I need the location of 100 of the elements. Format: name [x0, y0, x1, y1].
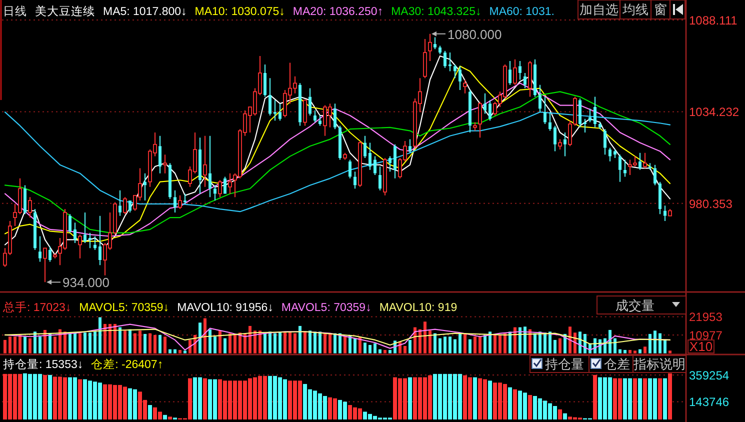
bar [14, 336, 16, 354]
bar [498, 334, 502, 354]
text: 美大豆连续 [35, 4, 95, 18]
bar [668, 373, 672, 420]
candlestick [163, 154, 167, 174]
candlestick [618, 154, 622, 182]
text: MA30: 1043.325↓ [391, 6, 482, 18]
candlestick [554, 125, 556, 152]
candlestick [534, 58, 536, 98]
bar [168, 349, 172, 354]
bar [4, 340, 6, 354]
y-tick-label: 980.353 [689, 196, 733, 211]
bar [178, 350, 182, 354]
bar [8, 336, 12, 354]
y-tick-label: 143746 [689, 395, 730, 410]
candlestick [348, 159, 352, 179]
candlestick [118, 190, 122, 216]
bar [534, 333, 536, 354]
bar [324, 333, 326, 354]
bar [513, 389, 517, 420]
bar [148, 333, 152, 354]
candlestick [264, 64, 266, 98]
bar [634, 350, 636, 354]
bar [514, 327, 516, 354]
candlestick [48, 246, 52, 262]
bar [268, 332, 272, 354]
bar [158, 334, 162, 354]
bar [154, 334, 156, 354]
bar [264, 333, 266, 354]
annotation: 仓差: -26407↑ [91, 358, 164, 371]
bar [328, 333, 332, 354]
candlestick [208, 135, 212, 198]
series-label: 总手: 17023↓ [2, 300, 72, 314]
bar [374, 343, 376, 354]
bar [288, 332, 292, 354]
bar [364, 342, 366, 354]
bar [274, 333, 276, 354]
bar [658, 378, 662, 420]
text: MA5: 1017.800↓ [103, 6, 187, 18]
candlestick [648, 162, 652, 170]
candlestick [168, 162, 172, 200]
bar [424, 322, 426, 354]
bar [504, 333, 506, 354]
bar [98, 317, 102, 354]
bar [448, 336, 452, 354]
bar [563, 413, 567, 420]
bar [518, 327, 522, 354]
series-label: 持仓量: 15353↓ [3, 358, 84, 371]
bar [458, 332, 462, 354]
annotation: MAVOL5: 70359↓ [79, 302, 170, 314]
bar [434, 333, 436, 354]
bar [203, 378, 207, 420]
candlestick [34, 208, 36, 250]
line-series [4, 328, 671, 346]
bar [244, 334, 246, 354]
bar [633, 378, 637, 420]
bar [214, 336, 216, 354]
candlestick [604, 128, 606, 156]
candlestick [408, 138, 412, 154]
bar [94, 332, 96, 354]
candlestick [98, 215, 102, 266]
text: 日线 [3, 5, 27, 18]
bar [488, 332, 492, 354]
candlestick [524, 72, 526, 89]
y-tick-label: 21953 [689, 310, 723, 324]
bar [468, 339, 472, 354]
bar [184, 350, 186, 354]
bar [104, 324, 106, 354]
bar [18, 334, 22, 354]
candlestick [508, 60, 512, 86]
bar [428, 330, 432, 354]
bar [198, 322, 202, 354]
candlestick [564, 132, 566, 157]
bar [38, 336, 42, 354]
bar [478, 336, 482, 354]
bar [618, 349, 622, 354]
candlestick [68, 214, 72, 234]
annotation: 仓差 [604, 356, 630, 372]
candlestick [88, 232, 92, 249]
candlestick [428, 33, 432, 62]
annotation: 934.000 [62, 275, 110, 290]
bar [308, 330, 312, 354]
bar [48, 374, 52, 420]
bar [454, 339, 456, 354]
bar [638, 349, 642, 354]
candlestick [484, 92, 486, 114]
bar [344, 336, 346, 354]
candlestick [448, 52, 452, 72]
bar [164, 336, 166, 354]
bar [624, 350, 626, 354]
bar [124, 330, 126, 354]
bar [488, 380, 492, 420]
bar [338, 333, 342, 354]
bar [138, 330, 142, 354]
bar [638, 378, 642, 420]
series-label: MAVOL10: 919 [379, 302, 458, 314]
bar [643, 378, 647, 420]
bar [48, 333, 52, 354]
bar [404, 346, 406, 354]
bar [548, 332, 552, 354]
